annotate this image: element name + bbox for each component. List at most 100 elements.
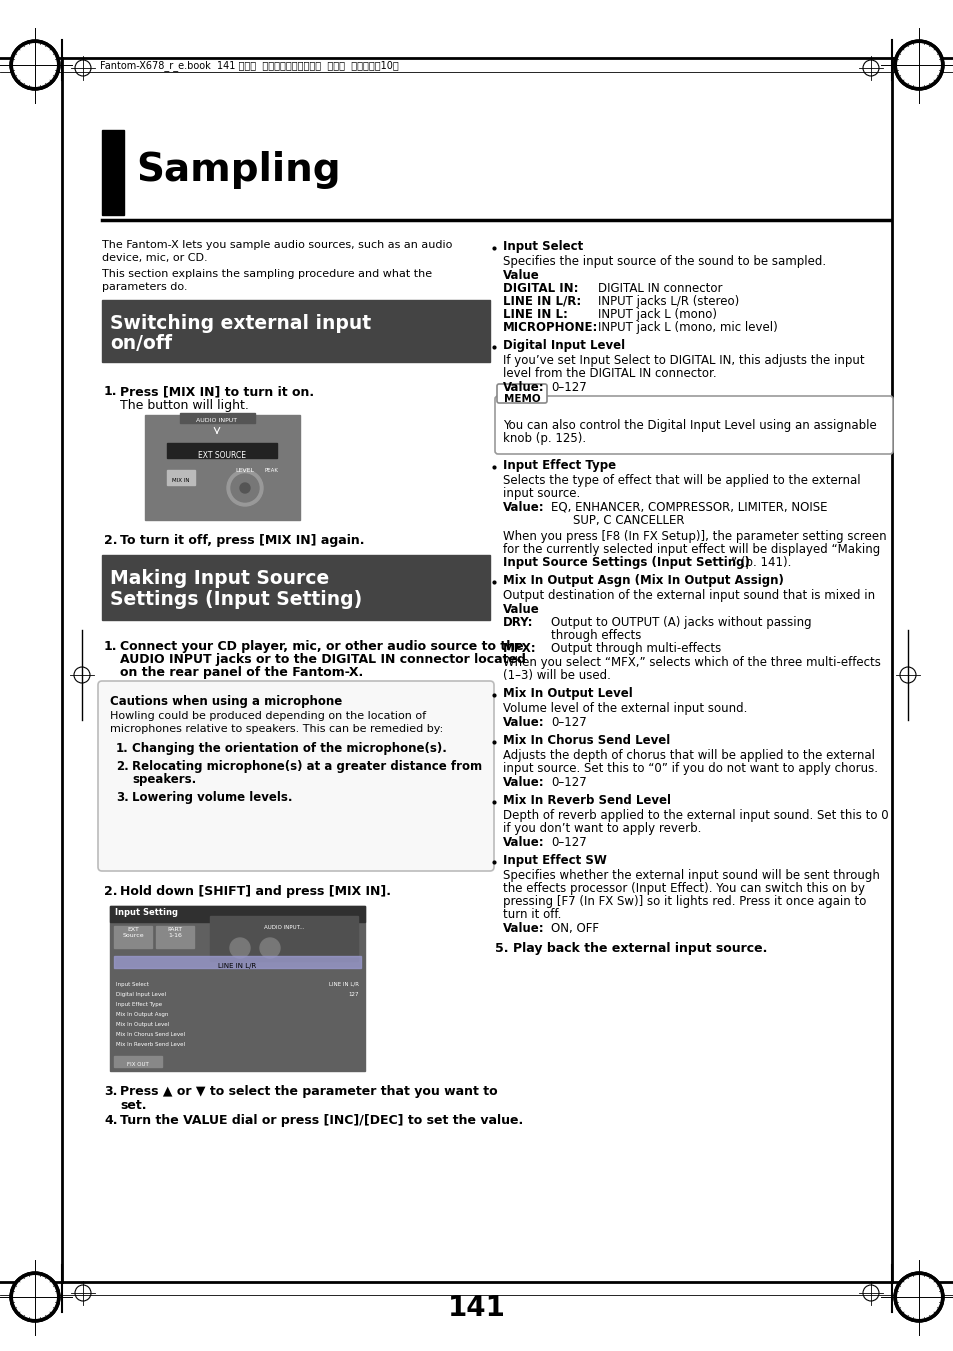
Text: Specifies the input source of the sound to be sampled.: Specifies the input source of the sound … [502, 255, 825, 267]
Circle shape [230, 938, 250, 958]
Bar [110, 907, 365, 921]
Text: 0–127: 0–127 [551, 775, 586, 789]
Text: MEMO: MEMO [503, 394, 539, 404]
Text: Mix In Reverb Send Level: Mix In Reverb Send Level [116, 1042, 185, 1047]
Text: DRY:: DRY: [502, 616, 533, 630]
Text: Fantom-X678_r_e.book  141 ページ  ２００７年３月２０日  火曜日  午前１０時10分: Fantom-X678_r_e.book 141 ページ ２００７年３月２０日 … [100, 61, 398, 72]
Text: Input Effect Type: Input Effect Type [116, 1002, 162, 1006]
Bar [102, 555, 490, 620]
FancyBboxPatch shape [495, 396, 892, 454]
Text: Value:: Value: [502, 501, 544, 513]
Text: 5.: 5. [495, 942, 508, 955]
Text: Howling could be produced depending on the location of: Howling could be produced depending on t… [110, 711, 426, 721]
Bar [180, 413, 254, 423]
Text: Value: Value [502, 269, 539, 282]
Text: level from the DIGITAL IN connector.: level from the DIGITAL IN connector. [502, 367, 716, 380]
Text: This section explains the sampling procedure and what the: This section explains the sampling proce… [102, 269, 432, 280]
Text: LINE IN L/R: LINE IN L/R [329, 982, 358, 988]
Text: for the currently selected input effect will be displayed “Making: for the currently selected input effect … [502, 543, 880, 557]
Text: 0–127: 0–127 [551, 836, 586, 848]
Text: Input Effect SW: Input Effect SW [502, 854, 606, 867]
Circle shape [893, 1273, 943, 1323]
Bar [113, 1056, 162, 1067]
Text: Cautions when using a microphone: Cautions when using a microphone [110, 694, 342, 708]
Text: Switching external input: Switching external input [110, 313, 371, 332]
Text: PART
1-16: PART 1-16 [168, 927, 182, 938]
Text: parameters do.: parameters do. [102, 282, 188, 292]
Bar [113, 957, 360, 969]
Circle shape [893, 41, 943, 91]
FancyBboxPatch shape [98, 681, 494, 871]
Text: The button will light.: The button will light. [120, 399, 249, 412]
Text: 2.: 2. [104, 534, 117, 547]
Text: Mix In Output Level: Mix In Output Level [116, 1021, 169, 1027]
Text: 0–127: 0–127 [551, 381, 586, 394]
Bar [102, 300, 490, 362]
Text: AUDIO INPUT jacks or to the DIGITAL IN connector located: AUDIO INPUT jacks or to the DIGITAL IN c… [120, 653, 525, 666]
Text: INPUT jack L (mono): INPUT jack L (mono) [598, 308, 717, 322]
Text: the effects processor (Input Effect). You can switch this on by: the effects processor (Input Effect). Yo… [502, 882, 864, 894]
Text: Input Source Settings (Input Setting): Input Source Settings (Input Setting) [502, 557, 749, 569]
Bar [167, 470, 194, 485]
Text: 1.: 1. [104, 640, 117, 653]
Text: input source. Set this to “0” if you do not want to apply chorus.: input source. Set this to “0” if you do … [502, 762, 877, 775]
Text: Hold down [SHIFT] and press [MIX IN].: Hold down [SHIFT] and press [MIX IN]. [120, 885, 391, 898]
Text: INPUT jacks L/R (stereo): INPUT jacks L/R (stereo) [598, 295, 739, 308]
Text: Play back the external input source.: Play back the external input source. [513, 942, 766, 955]
Text: Sampling: Sampling [136, 151, 340, 189]
Text: 141: 141 [448, 1294, 505, 1323]
Text: Turn the VALUE dial or press [INC]/[DEC] to set the value.: Turn the VALUE dial or press [INC]/[DEC]… [120, 1115, 522, 1127]
Text: (1–3) will be used.: (1–3) will be used. [502, 669, 610, 682]
Text: Depth of reverb applied to the external input sound. Set this to 0: Depth of reverb applied to the external … [502, 809, 887, 821]
Text: EXT SOURCE: EXT SOURCE [198, 451, 246, 459]
Circle shape [10, 41, 60, 91]
Text: Value:: Value: [502, 775, 544, 789]
Text: Settings (Input Setting): Settings (Input Setting) [110, 590, 362, 609]
Circle shape [29, 59, 41, 72]
Text: Specifies whether the external input sound will be sent through: Specifies whether the external input sou… [502, 869, 879, 882]
Text: 1.: 1. [116, 742, 129, 755]
Text: Volume level of the external input sound.: Volume level of the external input sound… [502, 703, 746, 715]
Text: Adjusts the depth of chorus that will be applied to the external: Adjusts the depth of chorus that will be… [502, 748, 874, 762]
Circle shape [10, 1273, 60, 1323]
Text: 1.: 1. [104, 385, 117, 399]
Circle shape [912, 1292, 924, 1302]
Text: Press [MIX IN] to turn it on.: Press [MIX IN] to turn it on. [120, 385, 314, 399]
Text: knob (p. 125).: knob (p. 125). [502, 432, 585, 444]
Text: SUP, C CANCELLER: SUP, C CANCELLER [573, 513, 684, 527]
Text: DIGITAL IN:: DIGITAL IN: [502, 282, 578, 295]
Text: Making Input Source: Making Input Source [110, 569, 329, 588]
Text: device, mic, or CD.: device, mic, or CD. [102, 253, 208, 263]
Bar [110, 907, 365, 1071]
Text: Digital Input Level: Digital Input Level [502, 339, 624, 353]
Text: Lowering volume levels.: Lowering volume levels. [132, 790, 293, 804]
Text: 2.: 2. [116, 761, 129, 773]
Text: Value: Value [502, 603, 539, 616]
Text: If you’ve set Input Select to DIGITAL IN, this adjusts the input: If you’ve set Input Select to DIGITAL IN… [502, 354, 863, 367]
Circle shape [29, 1292, 41, 1302]
Text: Output through multi-effects: Output through multi-effects [551, 642, 720, 655]
Text: through effects: through effects [551, 630, 640, 642]
Text: Selects the type of effect that will be applied to the external: Selects the type of effect that will be … [502, 474, 860, 486]
Circle shape [260, 938, 280, 958]
Text: Mix In Chorus Send Level: Mix In Chorus Send Level [502, 734, 670, 747]
Text: Digital Input Level: Digital Input Level [116, 992, 166, 997]
Circle shape [231, 474, 258, 503]
Text: Output to OUTPUT (A) jacks without passing: Output to OUTPUT (A) jacks without passi… [551, 616, 811, 630]
Text: 4.: 4. [104, 1115, 117, 1127]
Circle shape [240, 484, 250, 493]
Text: LINE IN L/R:: LINE IN L/R: [502, 295, 580, 308]
Text: MFX:: MFX: [502, 642, 536, 655]
Text: 127: 127 [348, 992, 358, 997]
Text: 3.: 3. [104, 1085, 117, 1098]
Text: Relocating microphone(s) at a greater distance from: Relocating microphone(s) at a greater di… [132, 761, 481, 773]
Bar [156, 925, 193, 948]
Text: 0–127: 0–127 [551, 716, 586, 730]
Text: Input Setting: Input Setting [115, 908, 178, 917]
Text: INPUT jack L (mono, mic level): INPUT jack L (mono, mic level) [598, 322, 777, 334]
Text: pressing [F7 (In FX Sw)] so it lights red. Press it once again to: pressing [F7 (In FX Sw)] so it lights re… [502, 894, 865, 908]
Text: Mix In Output Asgn (Mix In Output Assign): Mix In Output Asgn (Mix In Output Assign… [502, 574, 783, 586]
Circle shape [897, 43, 940, 86]
Text: Input Select: Input Select [116, 982, 149, 988]
Text: Output destination of the external input sound that is mixed in: Output destination of the external input… [502, 589, 874, 603]
